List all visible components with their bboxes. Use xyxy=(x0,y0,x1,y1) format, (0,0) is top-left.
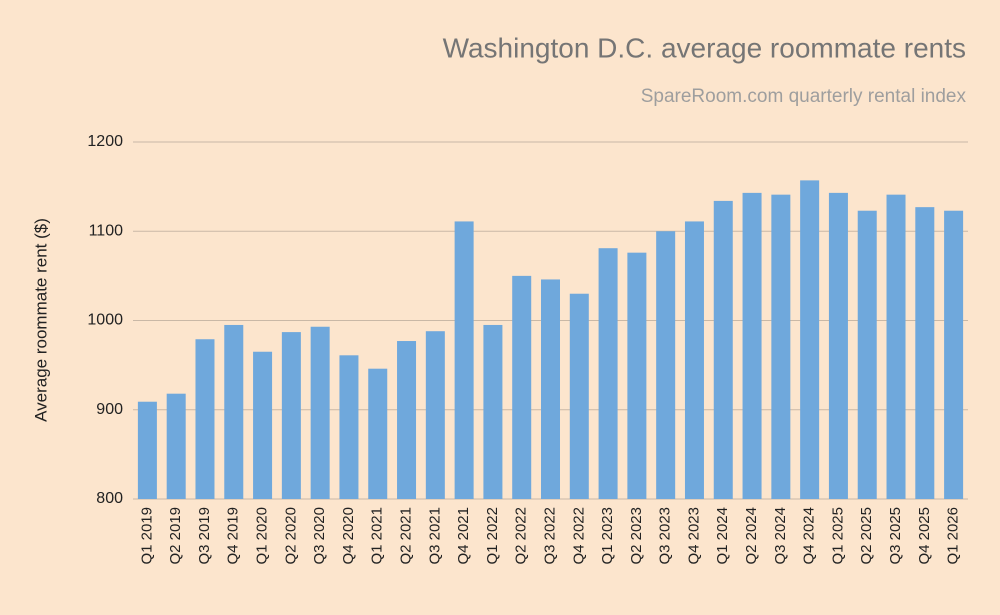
y-tick-label: 1000 xyxy=(87,312,123,329)
x-tick-label: Q3 2025 xyxy=(887,507,904,565)
x-tick-label: Q1 2026 xyxy=(945,507,962,565)
x-tick-label: Q4 2022 xyxy=(570,507,587,565)
bar xyxy=(310,326,330,499)
bar xyxy=(224,324,244,499)
x-tick-label: Q4 2023 xyxy=(685,507,702,565)
bar xyxy=(195,339,215,499)
y-tick-label: 800 xyxy=(96,490,123,507)
bar xyxy=(281,332,301,499)
bar xyxy=(512,275,532,499)
x-tick-label: Q2 2023 xyxy=(628,507,645,565)
x-tick-label: Q1 2020 xyxy=(254,507,271,565)
bar xyxy=(684,221,704,499)
bar xyxy=(857,210,877,499)
bar xyxy=(397,341,417,499)
bar xyxy=(339,355,359,499)
x-tick-label: Q2 2020 xyxy=(282,507,299,565)
bar xyxy=(915,207,935,499)
x-tick-label: Q3 2023 xyxy=(657,507,674,565)
x-tick-label: Q2 2022 xyxy=(513,507,530,565)
x-tick-label: Q1 2025 xyxy=(829,507,846,565)
bar xyxy=(540,279,561,499)
bar xyxy=(771,194,791,499)
bar xyxy=(886,194,906,499)
y-tick-label: 1200 xyxy=(87,133,123,150)
x-tick-label: Q3 2020 xyxy=(311,507,328,565)
bar xyxy=(742,192,762,499)
x-tick-label: Q1 2022 xyxy=(484,507,501,565)
x-tick-label: Q2 2019 xyxy=(167,507,184,565)
x-tick-label: Q2 2025 xyxy=(858,507,875,565)
bar xyxy=(454,221,474,499)
bar xyxy=(483,324,503,499)
bar xyxy=(425,331,445,499)
bar xyxy=(569,293,589,499)
bar xyxy=(166,393,186,499)
bar xyxy=(253,351,273,499)
x-tick-label: Q2 2024 xyxy=(743,507,760,565)
bar xyxy=(944,210,964,499)
x-tick-label: Q4 2020 xyxy=(340,507,357,565)
chart-subtitle: SpareRoom.com quarterly rental index xyxy=(641,86,967,107)
bar xyxy=(656,231,676,499)
x-tick-label: Q3 2019 xyxy=(196,507,213,565)
bar xyxy=(828,192,848,499)
x-tick-label: Q4 2024 xyxy=(801,507,818,565)
y-tick-label: 900 xyxy=(96,401,123,418)
x-tick-label: Q4 2019 xyxy=(225,507,242,565)
x-tick-label: Q1 2024 xyxy=(714,507,731,565)
x-tick-label: Q1 2021 xyxy=(369,507,386,565)
x-tick-label: Q3 2024 xyxy=(772,507,789,565)
x-tick-label: Q3 2021 xyxy=(426,507,443,565)
x-tick-label: Q4 2021 xyxy=(455,507,472,565)
y-axis-label: Average roommate rent ($) xyxy=(31,218,50,422)
bar xyxy=(627,252,647,499)
x-tick-label: Q3 2022 xyxy=(541,507,558,565)
x-tick-label: Q1 2023 xyxy=(599,507,616,565)
y-tick-label: 1100 xyxy=(89,222,124,239)
x-tick-label: Q4 2025 xyxy=(916,507,933,565)
bar xyxy=(713,200,733,499)
bar xyxy=(800,180,820,499)
bar xyxy=(368,368,388,499)
bar xyxy=(598,248,618,499)
x-tick-label: Q2 2021 xyxy=(398,507,415,565)
x-tick-label: Q1 2019 xyxy=(138,507,155,565)
chart-title: Washington D.C. average roommate rents xyxy=(443,32,966,63)
bar xyxy=(137,401,157,499)
